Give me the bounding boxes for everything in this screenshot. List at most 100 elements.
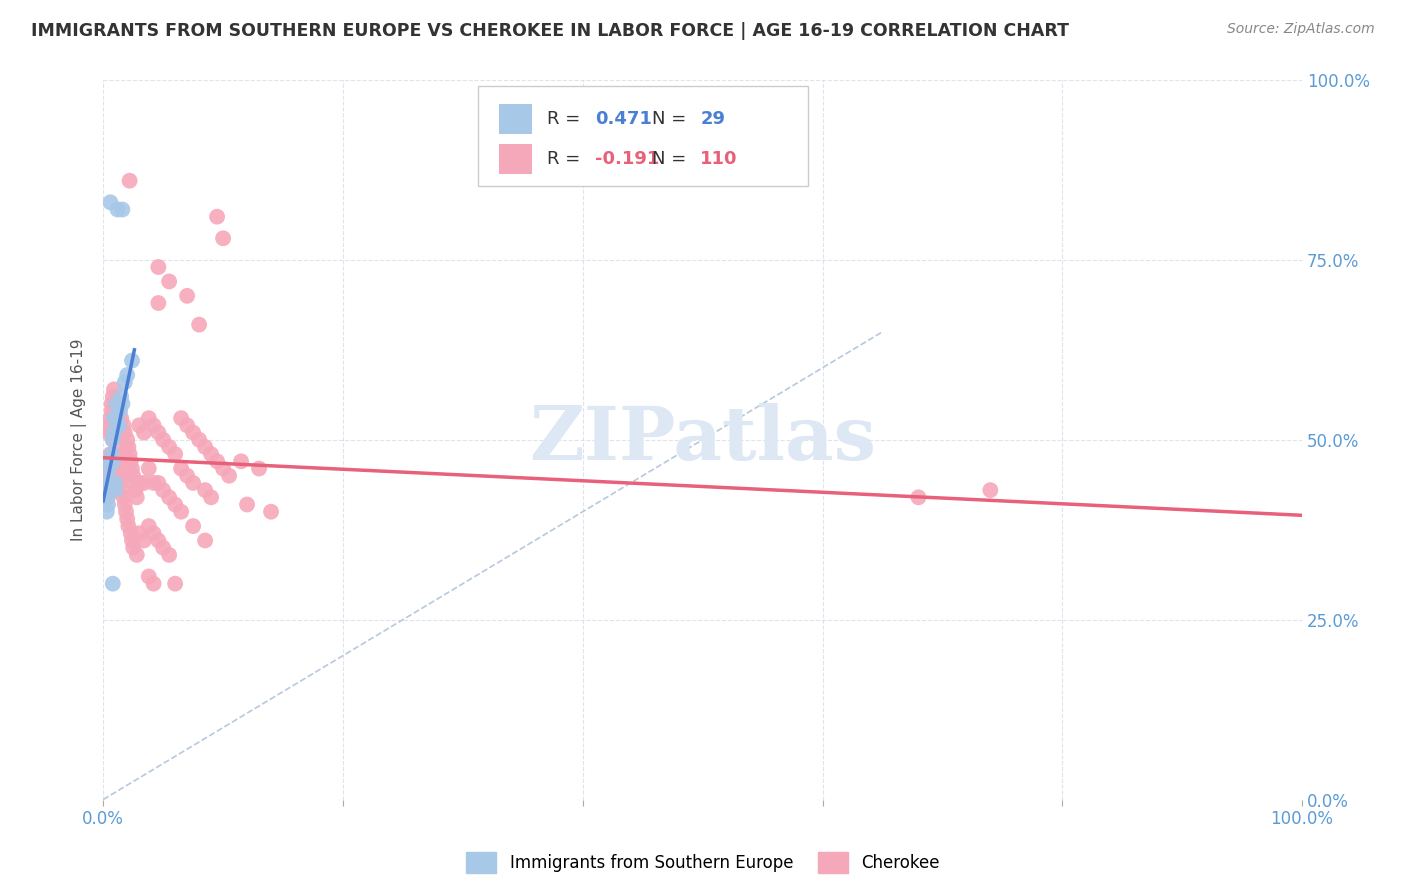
Point: [98, 461, 121, 475]
Point: [118, 447, 141, 461]
Point: [98, 475, 121, 490]
Point: [181, 519, 204, 533]
Text: IMMIGRANTS FROM SOUTHERN EUROPE VS CHEROKEE IN LABOR FORCE | AGE 16-19 CORRELATI: IMMIGRANTS FROM SOUTHERN EUROPE VS CHERO…: [31, 22, 1069, 40]
Point: [107, 468, 129, 483]
Point: [188, 318, 211, 332]
Text: ZIPatlas: ZIPatlas: [529, 403, 876, 476]
Point: [103, 425, 125, 440]
Point: [101, 454, 124, 468]
Point: [218, 468, 240, 483]
Point: [148, 425, 170, 440]
Point: [114, 425, 136, 440]
Point: [170, 461, 193, 475]
Point: [107, 397, 129, 411]
Text: N =: N =: [652, 150, 692, 168]
Point: [100, 425, 122, 440]
Point: [148, 260, 170, 274]
Point: [115, 368, 138, 382]
Point: [98, 461, 121, 475]
Point: [157, 440, 180, 454]
Point: [165, 447, 187, 461]
Bar: [499, 144, 533, 174]
Point: [94, 491, 117, 505]
Point: [120, 526, 142, 541]
Point: [138, 569, 160, 583]
FancyBboxPatch shape: [478, 87, 808, 186]
Point: [111, 425, 134, 440]
Text: 0.471: 0.471: [595, 110, 651, 128]
Text: Source: ZipAtlas.com: Source: ZipAtlas.com: [1227, 22, 1375, 37]
Point: [110, 390, 132, 404]
Point: [94, 475, 117, 490]
Point: [100, 447, 122, 461]
Point: [152, 541, 174, 555]
Point: [907, 491, 929, 505]
Point: [112, 418, 135, 433]
Point: [98, 418, 121, 433]
Point: [115, 440, 138, 454]
Point: [110, 411, 132, 425]
Point: [181, 425, 204, 440]
Point: [212, 231, 235, 245]
Point: [157, 548, 180, 562]
Point: [114, 498, 136, 512]
Point: [107, 418, 129, 433]
Text: 110: 110: [700, 150, 738, 168]
Point: [105, 397, 128, 411]
Point: [104, 475, 127, 490]
Point: [111, 202, 134, 217]
Point: [120, 454, 142, 468]
Point: [107, 418, 129, 433]
Point: [128, 475, 150, 490]
Point: [194, 440, 217, 454]
Point: [157, 275, 180, 289]
Point: [200, 447, 222, 461]
Point: [105, 447, 128, 461]
Point: [105, 397, 128, 411]
Point: [121, 353, 143, 368]
Point: [142, 576, 165, 591]
Point: [122, 468, 145, 483]
Point: [98, 483, 121, 497]
Bar: [499, 103, 533, 134]
Point: [97, 454, 120, 468]
Point: [104, 425, 127, 440]
Point: [111, 397, 134, 411]
Point: [103, 383, 125, 397]
Point: [188, 433, 211, 447]
Point: [170, 505, 193, 519]
Point: [100, 411, 122, 425]
Text: N =: N =: [652, 110, 692, 128]
Point: [100, 483, 122, 497]
Point: [100, 454, 122, 468]
Point: [170, 411, 193, 425]
Point: [205, 210, 228, 224]
Point: [200, 491, 222, 505]
Point: [108, 404, 131, 418]
Point: [122, 541, 145, 555]
Point: [101, 447, 124, 461]
Text: R =: R =: [547, 150, 586, 168]
Point: [138, 411, 160, 425]
Point: [115, 512, 138, 526]
Point: [138, 519, 160, 533]
Point: [148, 475, 170, 490]
Point: [100, 195, 122, 210]
Point: [132, 425, 155, 440]
Point: [117, 519, 139, 533]
Point: [96, 483, 118, 497]
Point: [121, 533, 143, 548]
Point: [96, 505, 118, 519]
Point: [110, 468, 132, 483]
Point: [148, 296, 170, 310]
Point: [229, 454, 252, 468]
Point: [236, 498, 259, 512]
Point: [117, 440, 139, 454]
Point: [97, 498, 120, 512]
Point: [115, 433, 138, 447]
Point: [194, 483, 217, 497]
Point: [132, 533, 155, 548]
Point: [152, 483, 174, 497]
Point: [118, 174, 141, 188]
Point: [103, 411, 125, 425]
